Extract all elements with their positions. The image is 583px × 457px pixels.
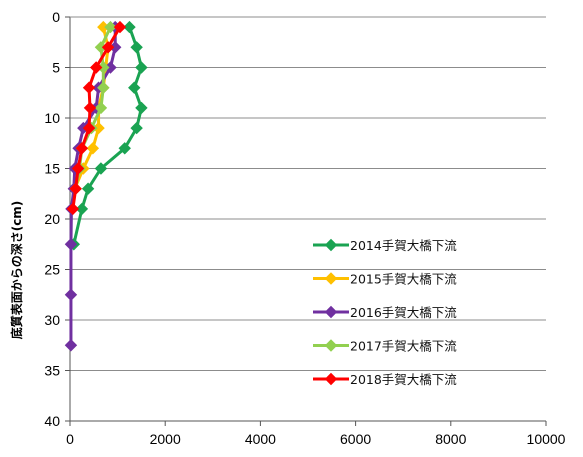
y-tick-label-5: 5 xyxy=(52,60,60,76)
x-tick-label-2000: 2000 xyxy=(150,431,181,447)
data-point-s1-6 xyxy=(130,121,143,135)
data-point-s5-1 xyxy=(113,20,127,34)
series-layer xyxy=(64,20,148,352)
legend-label-3: 2016手賀大橋下流 xyxy=(350,305,457,320)
data-point-s1-9 xyxy=(81,182,95,195)
y-tick-label-35: 35 xyxy=(44,363,60,379)
data-point-s5-8 xyxy=(71,162,85,175)
x-tick-label-8000: 8000 xyxy=(435,431,466,447)
tick-labels: 0 5 10 15 20 25 30 35 40 0 2000 4000 6000 8000 10000 xyxy=(44,9,565,447)
series-line-5 xyxy=(71,26,122,210)
legend-marker-3 xyxy=(324,305,338,319)
y-tick-label-10: 10 xyxy=(44,110,60,126)
legend-label-2: 2015手賀大橋下流 xyxy=(350,272,457,287)
data-point-s4-4 xyxy=(97,81,110,94)
legend-marker-4 xyxy=(324,339,338,352)
legend-marker-5 xyxy=(324,372,338,386)
data-point-s3-11 xyxy=(64,238,78,251)
data-point-s3-12 xyxy=(64,288,78,301)
grid xyxy=(70,67,546,422)
data-point-s5-2 xyxy=(101,41,115,54)
x-tick-label-4000: 4000 xyxy=(245,431,276,447)
legend-item-4: 2017手賀大橋下流 xyxy=(313,339,457,354)
y-tick-label-30: 30 xyxy=(44,312,60,328)
data-point-s3-13 xyxy=(64,339,78,352)
x-tick-label-10000: 10000 xyxy=(527,431,566,447)
y-tick-label-40: 40 xyxy=(44,413,60,429)
legend-label-5: 2018手賀大橋下流 xyxy=(350,372,457,387)
data-point-s5-5 xyxy=(83,101,97,115)
y-tick-label-15: 15 xyxy=(44,161,60,177)
series-5 xyxy=(66,20,127,216)
data-point-s1-8 xyxy=(94,162,108,175)
x-tick-label-6000: 6000 xyxy=(340,431,371,447)
y-tick-label-25: 25 xyxy=(44,262,60,278)
data-point-s5-4 xyxy=(82,81,96,94)
data-point-s1-10 xyxy=(75,202,89,216)
y-axis-label: 底質表面からの深さ(cm) xyxy=(9,201,24,340)
data-point-s1-5 xyxy=(135,101,148,115)
x-tick-label-0: 0 xyxy=(66,431,74,447)
data-point-s4-1 xyxy=(104,20,117,34)
legend-item-1: 2014手賀大橋下流 xyxy=(313,238,457,253)
y-tick-label-20: 20 xyxy=(44,211,60,227)
data-point-s1-3 xyxy=(135,61,148,74)
series-1 xyxy=(67,20,148,251)
legend-marker-2 xyxy=(324,272,338,285)
legend-marker-1 xyxy=(324,238,338,252)
data-point-s1-4 xyxy=(128,81,141,94)
legend: 2014手賀大橋下流 2015手賀大橋下流 2016手賀大橋下流 2017手賀大橋下流… xyxy=(313,238,457,387)
data-point-s5-9 xyxy=(69,182,82,195)
data-point-s1-2 xyxy=(130,41,143,54)
y-tick-label-0: 0 xyxy=(52,9,60,25)
data-point-s1-7 xyxy=(118,142,131,155)
data-point-s5-7 xyxy=(75,142,89,155)
data-point-s2-7 xyxy=(86,142,100,155)
data-point-s5-10 xyxy=(66,202,80,216)
legend-item-5: 2018手賀大橋下流 xyxy=(313,372,457,387)
data-point-s1-1 xyxy=(123,20,136,34)
data-point-s5-6 xyxy=(82,121,96,135)
data-point-s4-5 xyxy=(94,101,108,115)
legend-label-4: 2017手賀大橋下流 xyxy=(350,339,457,354)
legend-label-1: 2014手賀大橋下流 xyxy=(350,238,457,253)
data-point-s5-3 xyxy=(89,61,103,74)
legend-item-3: 2016手賀大橋下流 xyxy=(313,305,457,320)
legend-item-2: 2015手賀大橋下流 xyxy=(313,272,457,287)
